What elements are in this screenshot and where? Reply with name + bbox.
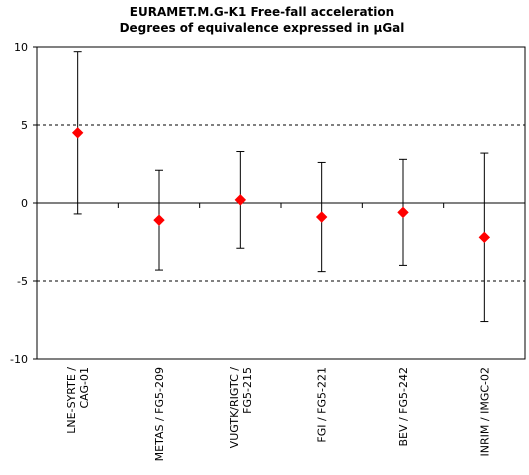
x-tick-label: METAS / FG5-209 (153, 367, 166, 461)
data-point (397, 206, 409, 219)
x-tick-label: FGI / FG5-221 (316, 367, 329, 443)
y-tick-label: 10 (14, 41, 28, 54)
plot-area: 10 5 0 -5 -10 LNE-SYRTE /CAG-01 METAS / FG5-20… (10, 41, 526, 461)
data-point (153, 214, 165, 226)
data-point (478, 231, 491, 244)
y-tick-label: -5 (17, 275, 28, 288)
x-tick-label: VUGTK/RIGTC /FG5-215 (228, 367, 254, 449)
y-tick-label: 0 (21, 197, 28, 210)
data-point (71, 127, 84, 139)
x-tick-label: LNE-SYRTE /CAG-01 (65, 367, 91, 434)
chart-title: EURAMET.M.G-K1 Free-fall acceleration (130, 5, 394, 19)
y-tick-label: 5 (21, 119, 28, 132)
chart-subtitle: Degrees of equivalence expressed in µGal (120, 21, 405, 35)
data-point (234, 194, 247, 206)
x-tick-label: INRIM / IMGC-02 (478, 367, 491, 456)
data-point (315, 211, 328, 223)
x-tick-label: BEV / FG5-242 (397, 367, 410, 447)
y-tick-label: -10 (10, 353, 28, 366)
